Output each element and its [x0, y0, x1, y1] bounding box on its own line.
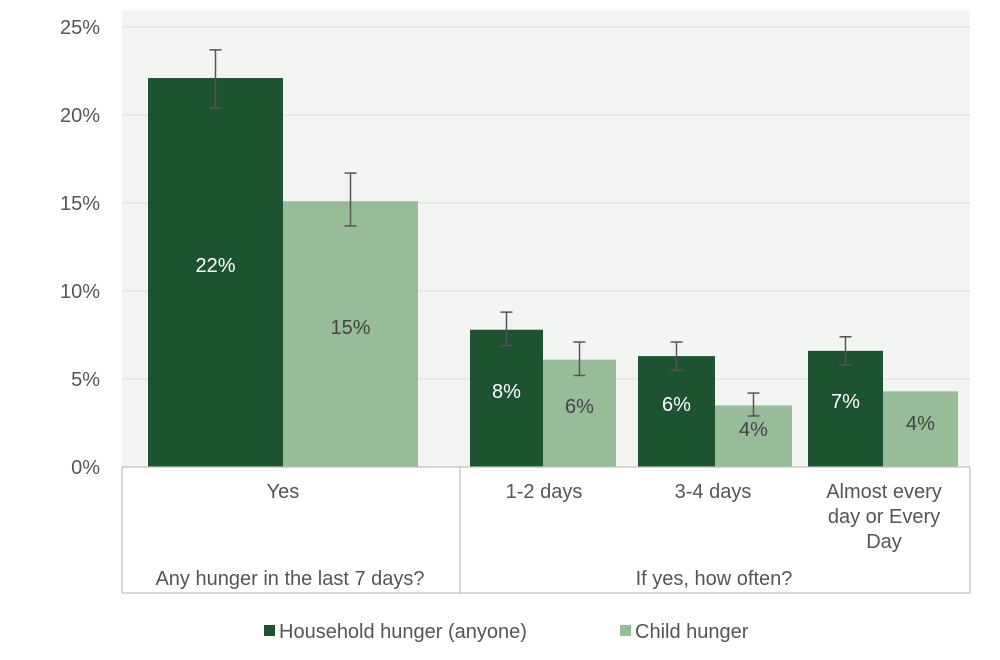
data-label: 4% — [739, 419, 768, 441]
legend-label: Household hunger (anyone) — [279, 621, 527, 643]
legend: Household hunger (anyone) Child hunger — [264, 621, 749, 643]
bar-household-1 — [470, 329, 543, 467]
data-label: 4% — [906, 413, 935, 435]
data-labels: 22% 8% 6% 7% 15% 6% 4% 4% — [195, 255, 935, 441]
error-bar — [344, 172, 357, 227]
y-tick-label: 20% — [60, 105, 100, 127]
error-bars — [209, 49, 852, 417]
data-label: 22% — [195, 255, 235, 277]
bar-household-3 — [808, 350, 883, 467]
data-label: 7% — [831, 391, 860, 413]
y-tick-label: 15% — [60, 193, 100, 215]
x-group-label: If yes, how often? — [636, 568, 793, 590]
x-category-label: Almost every day or Every Day — [826, 481, 942, 553]
error-bar — [670, 341, 683, 371]
y-tick-label: 0% — [71, 457, 100, 479]
data-label: 6% — [662, 394, 691, 416]
data-label: 15% — [330, 317, 370, 339]
bar-child-1 — [543, 359, 616, 467]
legend-swatch — [264, 625, 275, 636]
error-bar — [839, 336, 852, 366]
x-category-label: 3-4 days — [675, 481, 752, 503]
error-bar — [500, 311, 513, 347]
error-bar — [209, 49, 222, 109]
y-tick-label: 5% — [71, 369, 100, 391]
error-bar — [573, 341, 586, 377]
bar-child-0 — [283, 201, 418, 468]
legend-item: Child hunger — [620, 621, 749, 643]
y-tick-label: 25% — [60, 17, 100, 39]
data-label: 6% — [565, 396, 594, 418]
legend-label: Child hunger — [635, 621, 749, 643]
x-group-label: Any hunger in the last 7 days? — [155, 568, 424, 590]
y-axis-tick-labels: 0% 5% 10% 15% 20% 25% — [60, 17, 100, 479]
error-bar — [747, 392, 760, 417]
legend-item: Household hunger (anyone) — [264, 621, 527, 643]
data-label: 8% — [492, 381, 521, 403]
x-axis: Yes 1-2 days 3-4 days Almost every day or Ev… — [121, 466, 971, 594]
y-tick-label: 10% — [60, 281, 100, 303]
legend-swatch — [620, 625, 631, 636]
bar-household-0 — [148, 78, 283, 467]
bar-household-2 — [638, 356, 715, 467]
bars — [148, 78, 958, 468]
bar-child-3 — [883, 391, 958, 467]
x-category-label: Yes — [267, 481, 300, 503]
x-category-label: 1-2 days — [506, 481, 583, 503]
